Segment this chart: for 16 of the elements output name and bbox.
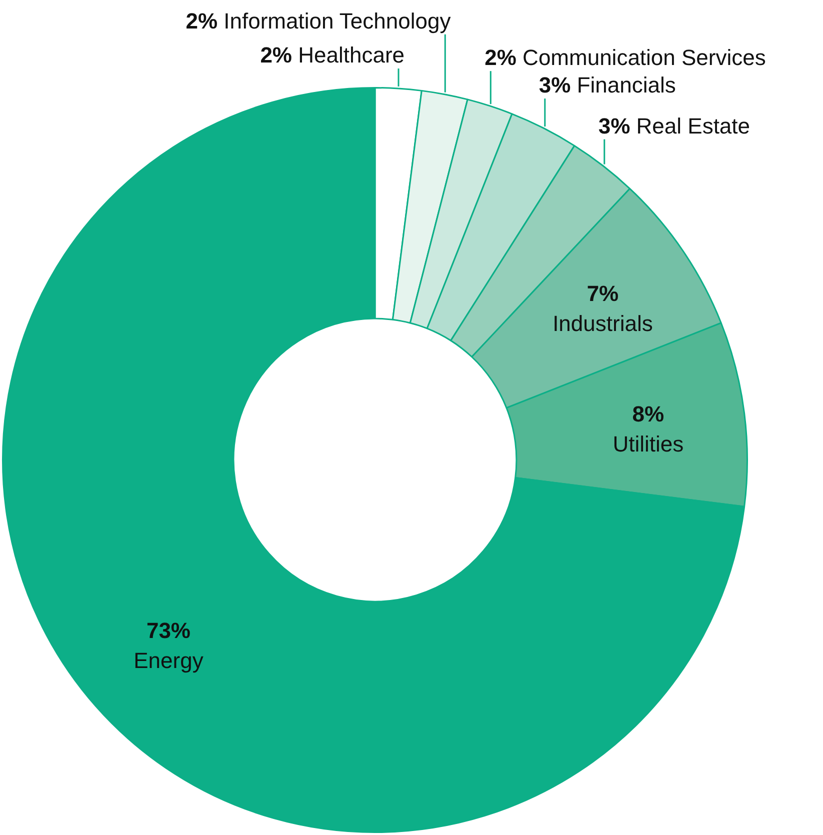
data-label: 73% <box>146 618 191 644</box>
data-label: 8% <box>632 401 664 426</box>
slice-label: Real Estate <box>636 113 750 138</box>
slice-label: Utilities <box>612 431 684 456</box>
slice-label: Energy <box>134 648 204 674</box>
slice-label: Industrials <box>552 311 653 336</box>
data-label: 3% <box>598 113 630 138</box>
slice-label: Communication Services <box>522 45 766 70</box>
data-label: 2% <box>186 8 218 34</box>
data-label: 7% <box>586 281 619 306</box>
data-label: 2% <box>260 42 292 68</box>
slice-label: Information Technology <box>224 8 451 34</box>
slice-label: Healthcare <box>298 42 404 68</box>
data-label: 3% <box>538 72 571 98</box>
slice-label: Financials <box>576 72 676 98</box>
data-label: 2% <box>484 45 516 70</box>
